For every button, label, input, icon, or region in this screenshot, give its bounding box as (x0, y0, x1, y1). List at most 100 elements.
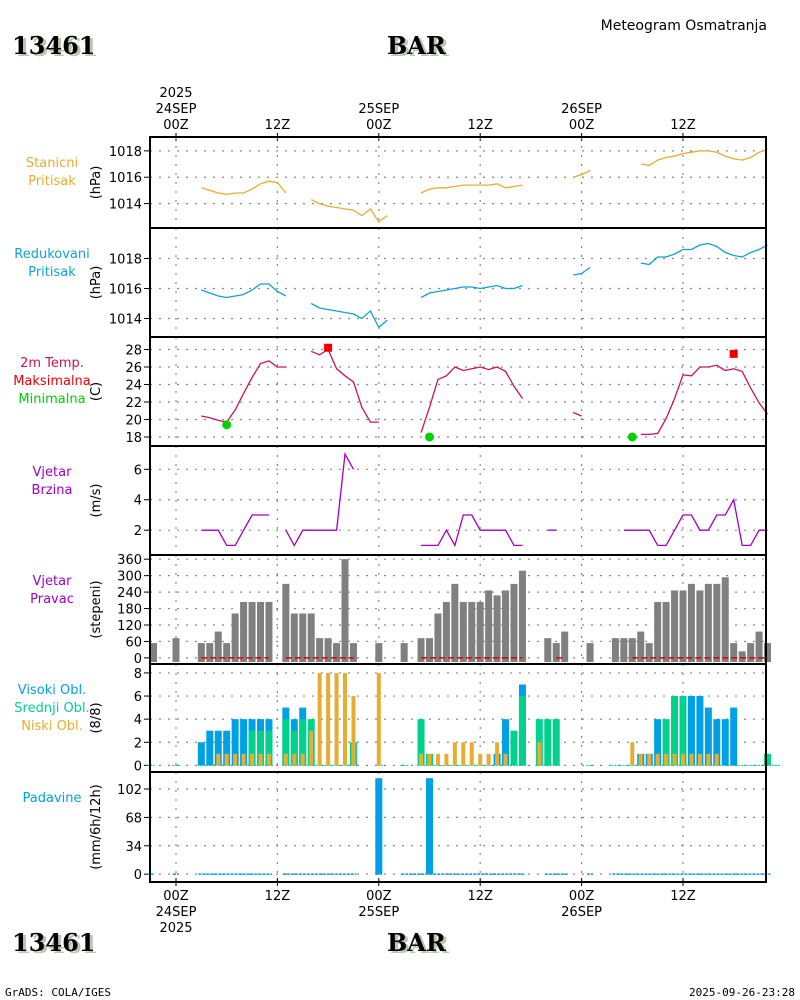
panel-label-line: Niski Obl. (21, 719, 83, 734)
y-tick-label: 68 (125, 811, 142, 826)
y-tick-label: 34 (125, 840, 142, 855)
bottom-tick-label: 26SEP (561, 905, 602, 920)
station-id-footer: 13461 (12, 928, 96, 957)
wind-direction-bar (349, 643, 357, 662)
low-cloud-bar (317, 672, 322, 766)
series-line-segment (310, 199, 388, 223)
wind-direction-bar (459, 601, 467, 662)
wind-direction-bar (696, 590, 704, 662)
panel-label-line: Vjetar (33, 574, 73, 589)
unit-label: (hPa) (89, 166, 104, 200)
high-cloud-bar (214, 730, 222, 766)
bottom-tick-label: 12Z (265, 889, 291, 904)
panel-label-line: Redukovani (14, 247, 89, 262)
wind-direction-bar (214, 631, 222, 662)
low-cloud-bar (706, 753, 711, 766)
wind-direction-bar (713, 583, 721, 662)
low-cloud-bar (478, 753, 483, 766)
wind-direction-bar (434, 613, 442, 662)
wind-direction-bar (307, 613, 315, 662)
bottom-tick-label: 24SEP (156, 905, 197, 920)
station-name-footer: BAR (387, 928, 447, 957)
y-tick-label: 2 (134, 736, 142, 751)
y-tick-label: 240 (117, 586, 142, 601)
y-tick-label: 1014 (109, 198, 142, 213)
wind-direction-bar (426, 638, 433, 662)
series-line-segment (420, 183, 523, 194)
wind-direction-bar (628, 638, 636, 662)
y-tick-label: 26 (125, 361, 142, 376)
y-tick-label: 2 (134, 524, 142, 539)
high-cloud-bar (206, 730, 214, 766)
high-cloud-bar (502, 719, 510, 766)
bottom-tick-label: 00Z (163, 889, 189, 904)
series-line-segment (640, 364, 769, 436)
y-tick-label: 120 (117, 619, 142, 634)
mid-cloud-bar (679, 696, 687, 766)
panel-frame (149, 227, 767, 338)
series-line-segment (420, 284, 523, 299)
low-cloud-bar (638, 753, 643, 766)
mid-cloud-bar (290, 730, 298, 766)
y-tick-label: 20 (125, 414, 142, 429)
wind-direction-bar (197, 643, 205, 662)
panel-label-line: Srednji Obl. (14, 701, 89, 716)
panel-frame (149, 445, 767, 556)
series-line-segment (420, 366, 524, 433)
wind-direction-bar (671, 590, 679, 662)
max-temp-marker (729, 349, 738, 358)
y-tick-label: 8 (134, 667, 142, 682)
wind-direction-bar (231, 613, 239, 662)
y-tick-label: 102 (117, 783, 142, 798)
series-line-segment (572, 411, 582, 417)
mid-cloud-bar (662, 719, 670, 766)
y-tick-label: 1018 (109, 253, 142, 268)
station-id: 13461 (12, 31, 96, 60)
y-tick-label: 28 (125, 344, 142, 359)
low-cloud-bar (655, 753, 660, 766)
low-cloud-bar (266, 753, 271, 766)
low-cloud-bar (376, 672, 381, 766)
low-cloud-bar (419, 753, 424, 766)
station-id-shadow: 13461 (15, 33, 99, 62)
panel-label-line: 2m Temp. (20, 356, 84, 371)
mid-cloud-bar (248, 730, 256, 766)
bottom-tick-label: 12Z (467, 889, 493, 904)
y-tick-label: 22 (125, 396, 142, 411)
high-cloud-bar (704, 707, 712, 766)
series-line-segment (201, 283, 287, 299)
series-line-segment (623, 497, 768, 547)
y-tick-label: 4 (134, 713, 142, 728)
station-name: BAR (387, 31, 447, 60)
series-line-segment (285, 452, 355, 547)
top-tick-label: 12Z (670, 118, 696, 133)
station-id-footer-shadow: 13461 (15, 930, 99, 959)
wind-direction-bar (316, 638, 324, 662)
panel-frame (149, 336, 767, 447)
low-cloud-bar (664, 753, 669, 766)
wind-direction-bar (662, 601, 670, 662)
bottom-tick-label: 00Z (366, 889, 392, 904)
low-cloud-bar (292, 753, 297, 766)
wind-direction-bar (654, 601, 662, 662)
precip-bar (375, 778, 383, 875)
wind-direction-bar (341, 559, 349, 662)
panel-label-line: Pritisak (28, 265, 76, 280)
wind-direction-bar (561, 631, 569, 662)
wind-direction-bar (248, 601, 256, 662)
wind-direction-bar (738, 651, 746, 662)
unit-label: (8/8) (89, 702, 104, 733)
top-tick-label: 26SEP (561, 102, 602, 117)
wind-direction-bar (502, 590, 510, 662)
mid-cloud-bar (265, 730, 273, 766)
low-cloud-bar (435, 753, 440, 766)
wind-direction-bar (223, 643, 231, 662)
precip-bar (426, 778, 433, 875)
header: 13461 13461 BAR BAR Meteogram Osmatranja (12, 18, 767, 62)
low-cloud-bar (250, 753, 255, 766)
y-tick-label: 1016 (109, 171, 142, 186)
wind-direction-bar (290, 613, 298, 662)
low-cloud-bar (427, 753, 432, 766)
